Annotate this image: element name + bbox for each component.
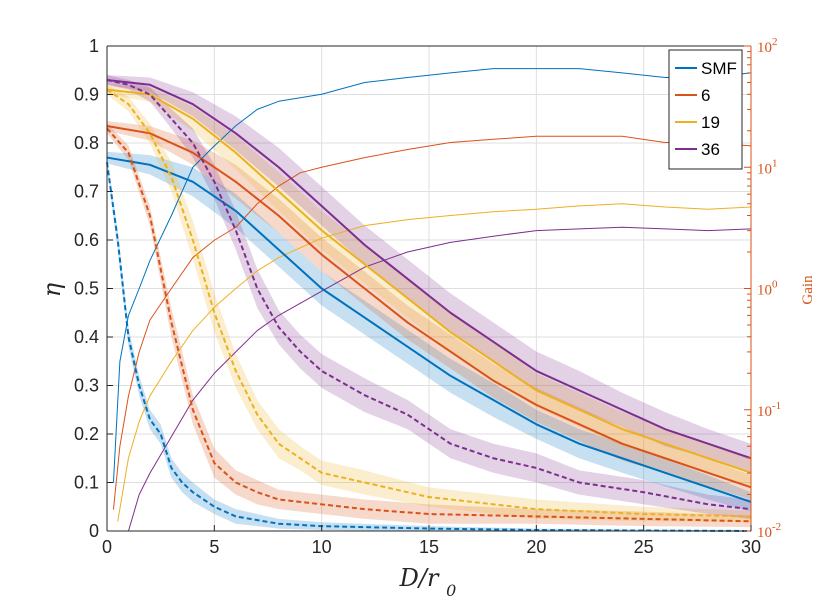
- gain-line-36: [127, 226, 752, 532]
- legend: SMF 6 19 36: [668, 49, 743, 170]
- line-6-solid: [106, 125, 752, 489]
- line-36-dashed: [106, 78, 752, 511]
- efficiency-lines: [106, 78, 752, 532]
- y-tick-label-10: 1: [89, 36, 99, 56]
- legend-box: [668, 49, 743, 170]
- x-tick-label-2: 10: [312, 537, 332, 557]
- line-smf-solid: [106, 156, 752, 503]
- y-tick-label-7: 0.7: [74, 182, 99, 202]
- legend-label-36: 36: [701, 140, 720, 159]
- x-tick-label-1: 5: [209, 537, 219, 557]
- band-36-solid: [107, 75, 751, 473]
- y2-tick-label-2: 100: [757, 279, 778, 299]
- x-axis-label-text: D/r: [399, 564, 440, 592]
- y2-tick-exponent-2: 0: [772, 279, 778, 291]
- gain-line-smf: [112, 68, 752, 483]
- y2-tick-label-3: 101: [757, 157, 778, 177]
- y2-tick-base-1: 10: [757, 404, 772, 420]
- x-tick-label-5: 25: [634, 537, 654, 557]
- legend-label-smf: SMF: [701, 59, 737, 78]
- x-axis-label: D/r 0: [399, 564, 457, 597]
- gain-line-19: [117, 203, 752, 522]
- x-axis-label-subscript: 0: [446, 581, 456, 597]
- band-smf-solid: [107, 151, 751, 512]
- y2-tick-base-3: 10: [757, 161, 772, 177]
- y2-tick-exponent-4: 2: [772, 36, 778, 48]
- y2-axis-label: Gain: [800, 275, 816, 305]
- tick-labels: 0 5 10 15 20 25 3000.10.20.30.40.50.60.70.80.9…: [74, 36, 781, 557]
- band-19-solid: [107, 84, 751, 488]
- line-smf-dashed: [106, 162, 752, 532]
- y2-tick-label-1: 10-1: [757, 400, 781, 420]
- x-tick-label-4: 20: [526, 537, 546, 557]
- y-tick-label-0: 0: [89, 521, 99, 541]
- y2-tick-label-4: 102: [757, 36, 778, 56]
- y-tick-label-3: 0.3: [74, 376, 99, 396]
- y-tick-label-8: 0.8: [74, 133, 99, 153]
- line-19-solid: [106, 88, 752, 474]
- band-6-solid: [107, 121, 751, 500]
- y-tick-label-1: 0.1: [74, 473, 99, 493]
- x-tick-label-6: 30: [741, 537, 761, 557]
- y2-tick-base-2: 10: [757, 283, 772, 299]
- axes: [106, 45, 752, 532]
- x-tick-label-0: 0: [102, 537, 112, 557]
- x-tick-label-3: 15: [419, 537, 439, 557]
- y-tick-label-4: 0.4: [74, 327, 99, 347]
- y2-tick-exponent-1: -1: [772, 400, 781, 412]
- legend-label-19: 19: [701, 113, 720, 132]
- gain-lines: [112, 68, 752, 532]
- y2-tick-base-4: 10: [757, 40, 772, 56]
- line-36-solid: [106, 78, 752, 460]
- y-axis-label: η: [38, 282, 66, 297]
- y-tick-label-6: 0.6: [74, 230, 99, 250]
- y-tick-label-5: 0.5: [74, 279, 99, 299]
- y2-tick-exponent-3: 1: [772, 157, 778, 169]
- y2-tick-base-0: 10: [757, 525, 772, 541]
- y2-tick-label-0: 10-2: [757, 521, 781, 541]
- line-6-dashed: [106, 127, 752, 523]
- y-tick-label-9: 0.9: [74, 85, 99, 105]
- y-tick-label-2: 0.2: [74, 424, 99, 444]
- legend-label-6: 6: [701, 86, 710, 105]
- y2-tick-exponent-0: -2: [772, 521, 781, 533]
- gain-line-6: [112, 135, 752, 510]
